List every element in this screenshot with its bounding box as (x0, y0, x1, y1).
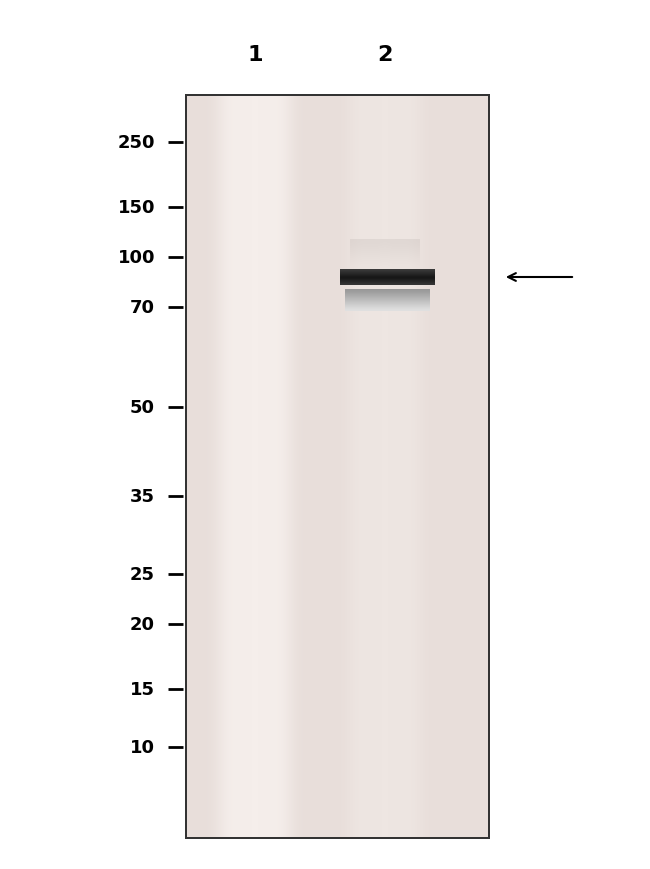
Text: 100: 100 (118, 249, 155, 267)
Text: 2: 2 (377, 45, 393, 65)
Text: 250: 250 (118, 134, 155, 152)
Text: 70: 70 (130, 299, 155, 316)
Text: 35: 35 (130, 488, 155, 506)
Text: 20: 20 (130, 615, 155, 634)
Text: 15: 15 (130, 680, 155, 698)
Text: 50: 50 (130, 399, 155, 416)
Text: 1: 1 (247, 45, 263, 65)
Text: 150: 150 (118, 199, 155, 216)
Text: 25: 25 (130, 566, 155, 583)
Text: 10: 10 (130, 738, 155, 756)
